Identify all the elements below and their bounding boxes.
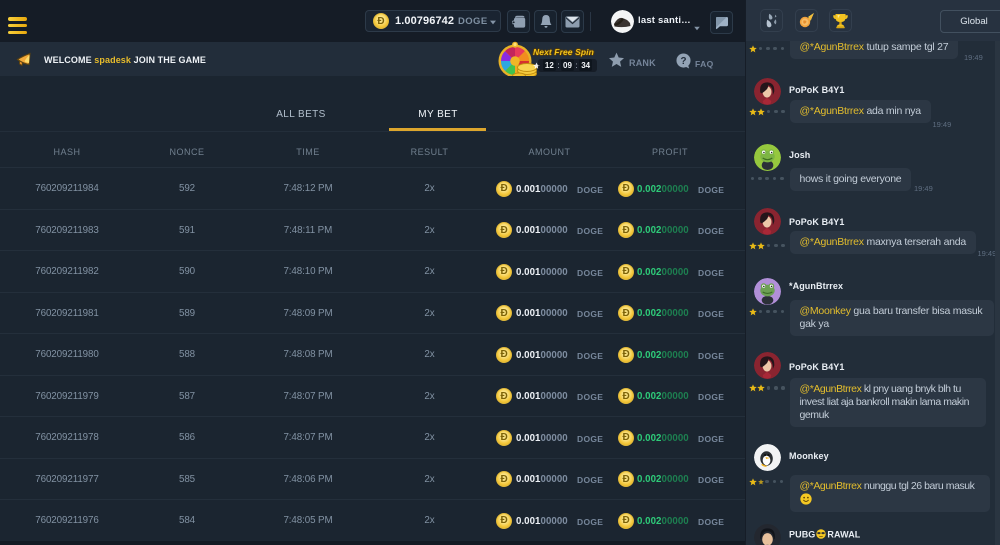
svg-text:?: ?	[680, 56, 686, 67]
